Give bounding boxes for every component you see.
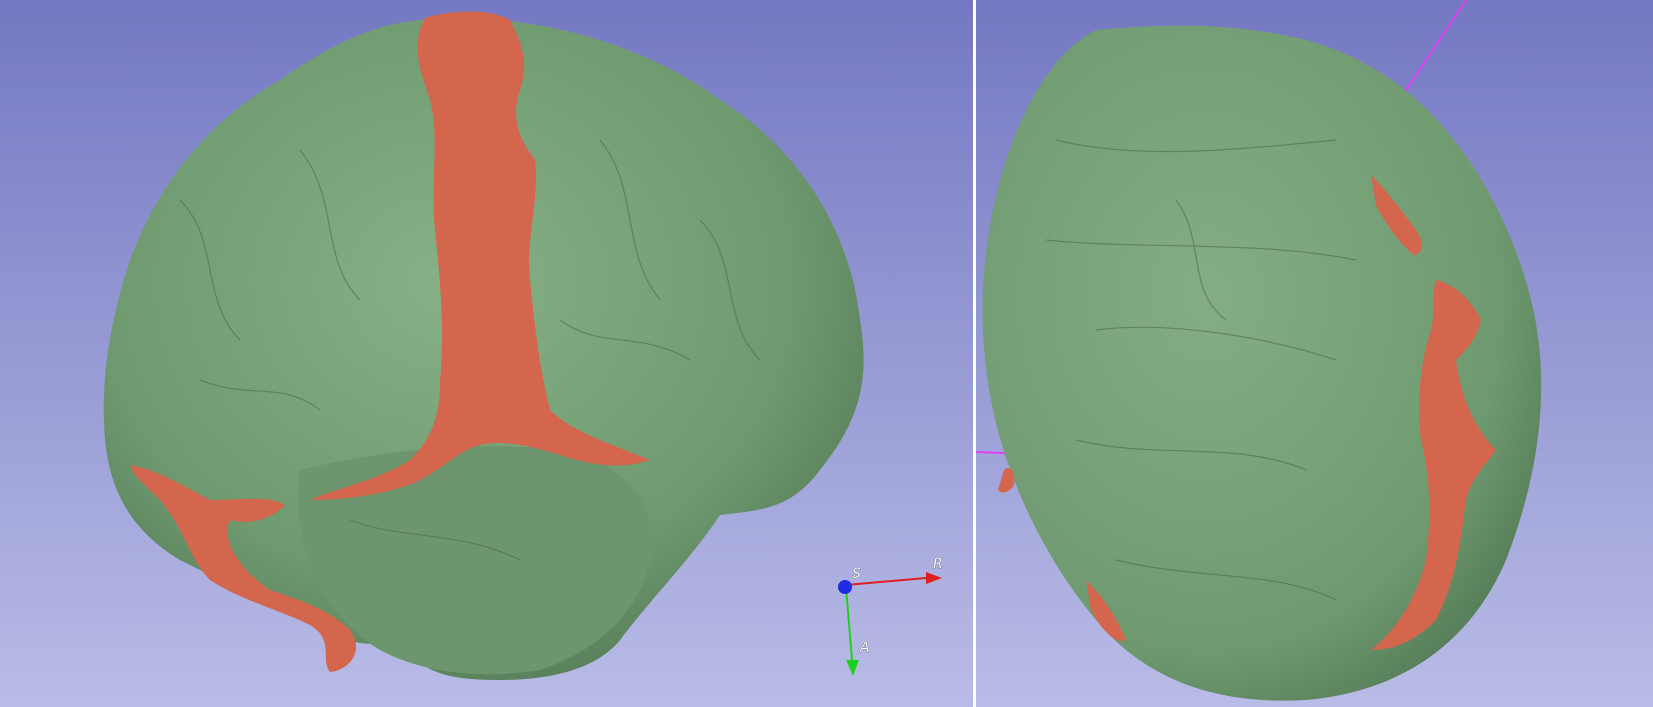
vessel-sagittal-right: [1371, 280, 1496, 650]
3d-render-right[interactable]: [976, 0, 1653, 707]
vessel-superior-sagittal: [310, 11, 650, 500]
vessel-small-upper: [1371, 175, 1422, 255]
surface-texture: [179, 139, 761, 561]
orientation-marker-icon: S R A: [838, 556, 943, 676]
axis-label-a: A: [859, 640, 870, 656]
axis-label-s: S: [852, 566, 861, 582]
vessel-small-lower: [1086, 580, 1126, 641]
axis-label-r: R: [933, 556, 943, 572]
3d-view-right[interactable]: [976, 0, 1653, 707]
vessel-transverse-left: [130, 465, 357, 672]
vessel-small-left: [998, 468, 1015, 493]
brain-surface: [982, 25, 1542, 701]
surface-texture: [1045, 139, 1357, 601]
3d-view-left[interactable]: S R A: [0, 0, 973, 707]
3d-render-left[interactable]: S R A: [0, 0, 973, 707]
brain-lower-surface: [298, 446, 652, 675]
